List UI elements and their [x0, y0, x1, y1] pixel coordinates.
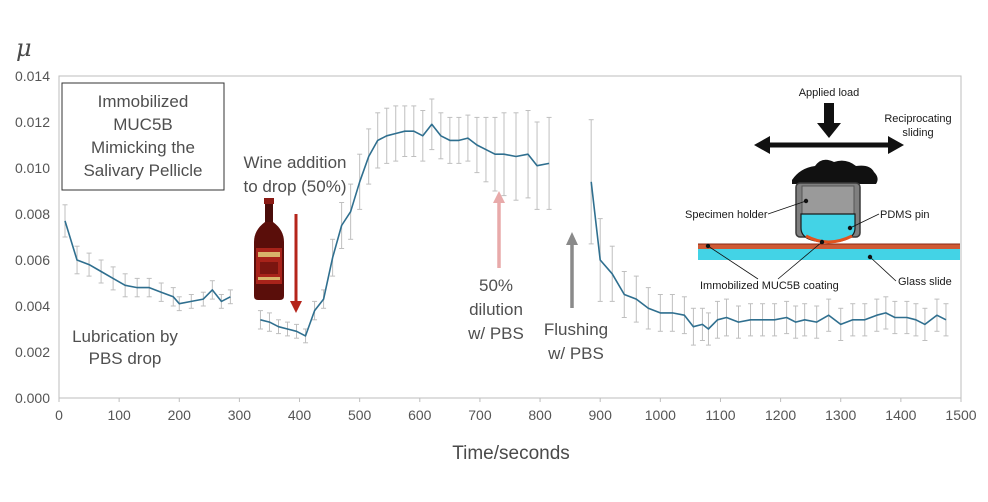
x-tick-label: 400 — [288, 407, 312, 423]
lubrication-label-1: Lubrication by — [72, 327, 178, 346]
reciprocating-arrow-icon — [754, 136, 904, 154]
series-lines — [64, 123, 947, 337]
series-line-pbs-drop — [64, 220, 231, 305]
x-tick-label: 0 — [55, 407, 63, 423]
applied-load-label: Applied load — [799, 87, 860, 99]
dilution-label-1: 50% — [479, 276, 513, 295]
y-tick-label: 0.012 — [15, 114, 50, 130]
dilution-arrow — [493, 191, 505, 268]
dilution-label-3: w/ PBS — [467, 324, 524, 343]
reciprocating-label-2: sliding — [902, 127, 933, 139]
y-axis-label: μ — [16, 34, 32, 62]
specimen-holder-label: Specimen holder — [685, 209, 768, 221]
x-tick-label: 600 — [408, 407, 432, 423]
x-tick-label: 1000 — [645, 407, 676, 423]
x-ticks: 0 100 200 300 400 500 600 700 800 900 1000 1100 1200… — [55, 398, 977, 423]
reciprocating-label-1: Reciprocating — [884, 113, 951, 125]
x-tick-label: 900 — [589, 407, 613, 423]
specimen-blob-icon — [792, 159, 878, 184]
wine-label-1: Wine addition — [243, 153, 346, 172]
dilution-label-2: dilution — [469, 300, 523, 319]
x-tick-label: 1400 — [885, 407, 916, 423]
load-arrow-icon — [817, 103, 841, 138]
y-ticks: 0.000 0.002 0.004 0.006 0.008 0.010 0.012 0.014 — [15, 68, 50, 406]
x-tick-label: 200 — [168, 407, 192, 423]
lubrication-label-2: PBS drop — [89, 349, 162, 368]
series-line-flushing — [590, 181, 947, 330]
coating-label: Immobilized MUC5B coating — [700, 280, 839, 292]
annotation-box-line-3: Mimicking the — [91, 138, 195, 157]
pdms-pin-label: PDMS pin — [880, 209, 930, 221]
flushing-label-1: Flushing — [544, 320, 608, 339]
y-tick-label: 0.002 — [15, 344, 50, 360]
x-tick-label: 800 — [528, 407, 552, 423]
glass-slide-label: Glass slide — [898, 276, 952, 288]
x-tick-label: 1500 — [945, 407, 976, 423]
coating-icon — [805, 234, 853, 244]
series-line-wine — [260, 123, 550, 337]
x-axis-label: Time/seconds — [452, 443, 570, 464]
x-tick-label: 1300 — [825, 407, 856, 423]
x-tick-label: 100 — [107, 407, 131, 423]
x-tick-label: 700 — [468, 407, 492, 423]
glass-slide-icon — [698, 249, 960, 260]
wine-label-2: to drop (50%) — [244, 177, 347, 196]
wine-bottle-icon — [254, 198, 284, 300]
y-tick-label: 0.006 — [15, 252, 50, 268]
annotation-box-line-1: Immobilized — [98, 92, 189, 111]
y-tick-label: 0.010 — [15, 160, 50, 176]
y-tick-label: 0.014 — [15, 68, 50, 84]
y-tick-label: 0.000 — [15, 390, 50, 406]
x-tick-label: 300 — [228, 407, 252, 423]
y-tick-label: 0.008 — [15, 206, 50, 222]
flushing-arrow — [566, 232, 578, 308]
plot-frame — [58, 75, 962, 399]
tribometer-inset: Applied load Reciprocating sliding Speci… — [685, 87, 960, 292]
x-tick-label: 1100 — [705, 407, 735, 423]
annotation-box-line-2: MUC5B — [113, 115, 173, 134]
y-tick-label: 0.004 — [15, 298, 50, 314]
annotation-box — [61, 82, 225, 191]
x-tick-label: 1200 — [765, 407, 796, 423]
annotation-box-line-4: Salivary Pellicle — [83, 161, 202, 180]
flushing-label-2: w/ PBS — [547, 344, 604, 363]
wine-arrow — [290, 214, 302, 313]
x-tick-label: 500 — [348, 407, 372, 423]
